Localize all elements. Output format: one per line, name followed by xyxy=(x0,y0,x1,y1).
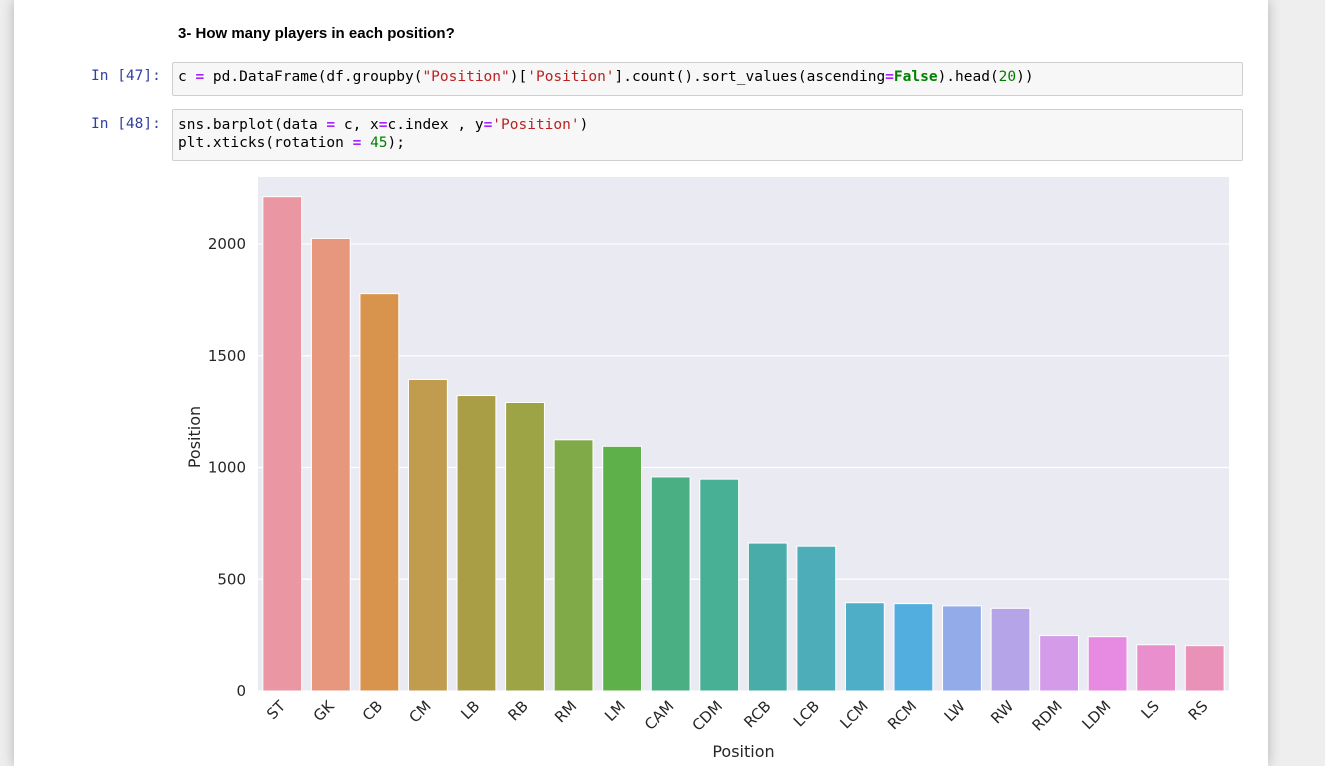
bar-lw xyxy=(942,605,982,692)
input-prompt-48: In [48]: xyxy=(91,116,161,132)
markdown-heading: 3- How many players in each position? xyxy=(178,25,455,42)
code-token: 45 xyxy=(370,135,388,151)
y-tick-label: 2000 xyxy=(208,235,246,253)
x-tick-label: LS xyxy=(1138,697,1163,722)
x-tick-label: ST xyxy=(263,697,290,724)
bar-cm xyxy=(408,378,448,692)
input-prompt-47: In [47]: xyxy=(91,68,161,84)
code-token: )[ xyxy=(509,69,528,85)
bar-rcb xyxy=(747,542,788,692)
bar-lcm xyxy=(844,602,885,692)
x-tick-label: RB xyxy=(504,697,531,724)
code-token: 'Position' xyxy=(527,69,615,85)
x-tick-label: RM xyxy=(551,697,580,726)
code-token: = xyxy=(378,117,388,133)
x-tick-label: RW xyxy=(987,697,1017,727)
bar-lcb xyxy=(796,545,837,692)
code-token: False xyxy=(893,69,938,85)
x-axis-label: Position xyxy=(712,742,774,761)
bar-rb xyxy=(505,401,545,692)
bar-cdm xyxy=(699,478,740,692)
bar-gk xyxy=(310,237,351,692)
code-token: c xyxy=(178,69,196,85)
y-tick-label: 500 xyxy=(217,570,246,588)
code-token: plt.xticks(rotation xyxy=(178,135,353,151)
code-token: = xyxy=(195,69,205,85)
bar-cam xyxy=(650,476,691,692)
x-tick-label: CB xyxy=(359,697,386,724)
bar-cb xyxy=(359,293,400,692)
bar-st xyxy=(262,196,303,692)
bar-lb xyxy=(456,395,497,692)
x-tick-label: RDM xyxy=(1028,697,1065,734)
x-tick-label: GK xyxy=(310,696,339,725)
code-token: = xyxy=(885,69,894,85)
code-token: ) xyxy=(579,117,589,133)
x-tick-label: RCB xyxy=(740,697,774,731)
code-token: )) xyxy=(1016,69,1034,85)
code-cell-47[interactable]: c = pd.DataFrame(df.groupby("Position")[… xyxy=(172,62,1243,96)
code-line: c = pd.DataFrame(df.groupby("Position")[… xyxy=(178,69,1034,85)
bar-rm xyxy=(553,439,594,692)
x-tick-label: LM xyxy=(601,697,629,725)
code-token: ].count().sort_values(ascending xyxy=(614,69,886,85)
code-token: sns.barplot(data xyxy=(178,117,327,133)
code-token: c.index , y xyxy=(387,117,484,133)
bar-ldm xyxy=(1087,636,1128,692)
code-token: 'Position' xyxy=(492,117,580,133)
y-tick-label: 1500 xyxy=(208,347,246,365)
x-tick-label: CAM xyxy=(641,697,678,734)
bar-rw xyxy=(990,607,1031,692)
y-tick-label: 1000 xyxy=(208,459,246,477)
y-axis-label: Position xyxy=(185,406,204,468)
code-token: pd.DataFrame(df.groupby( xyxy=(204,69,423,85)
x-tick-label: CDM xyxy=(689,697,726,734)
code-token: 20 xyxy=(998,69,1017,85)
x-tick-label: RCM xyxy=(884,697,920,733)
plot-area xyxy=(258,177,1229,691)
code-line: plt.xticks(rotation = 45); xyxy=(178,135,405,151)
x-tick-label: LCB xyxy=(790,697,823,730)
bar-rcm xyxy=(893,603,934,692)
code-token: ).head( xyxy=(937,69,999,85)
bar-rs xyxy=(1184,645,1225,692)
code-cell-48[interactable]: sns.barplot(data = c, x=c.index , y='Pos… xyxy=(172,109,1243,161)
bar-lm xyxy=(602,445,643,692)
code-token: = xyxy=(326,117,336,133)
bar-rdm xyxy=(1039,635,1079,692)
x-tick-label: CM xyxy=(405,697,434,726)
code-token: ); xyxy=(387,135,406,151)
code-token: = xyxy=(352,135,362,151)
y-tick-label: 0 xyxy=(236,682,246,700)
code-token: = xyxy=(483,117,493,133)
x-tick-label: LDM xyxy=(1078,697,1114,733)
bar-ls xyxy=(1136,644,1177,692)
x-tick-label: LB xyxy=(457,697,483,723)
x-tick-label: LCM xyxy=(837,697,872,732)
code-line: sns.barplot(data = c, x=c.index , y='Pos… xyxy=(178,117,588,133)
code-token: c, x xyxy=(335,117,379,133)
code-token: "Position" xyxy=(422,69,510,85)
x-tick-label: LW xyxy=(941,697,969,725)
x-tick-label: RS xyxy=(1185,697,1212,724)
